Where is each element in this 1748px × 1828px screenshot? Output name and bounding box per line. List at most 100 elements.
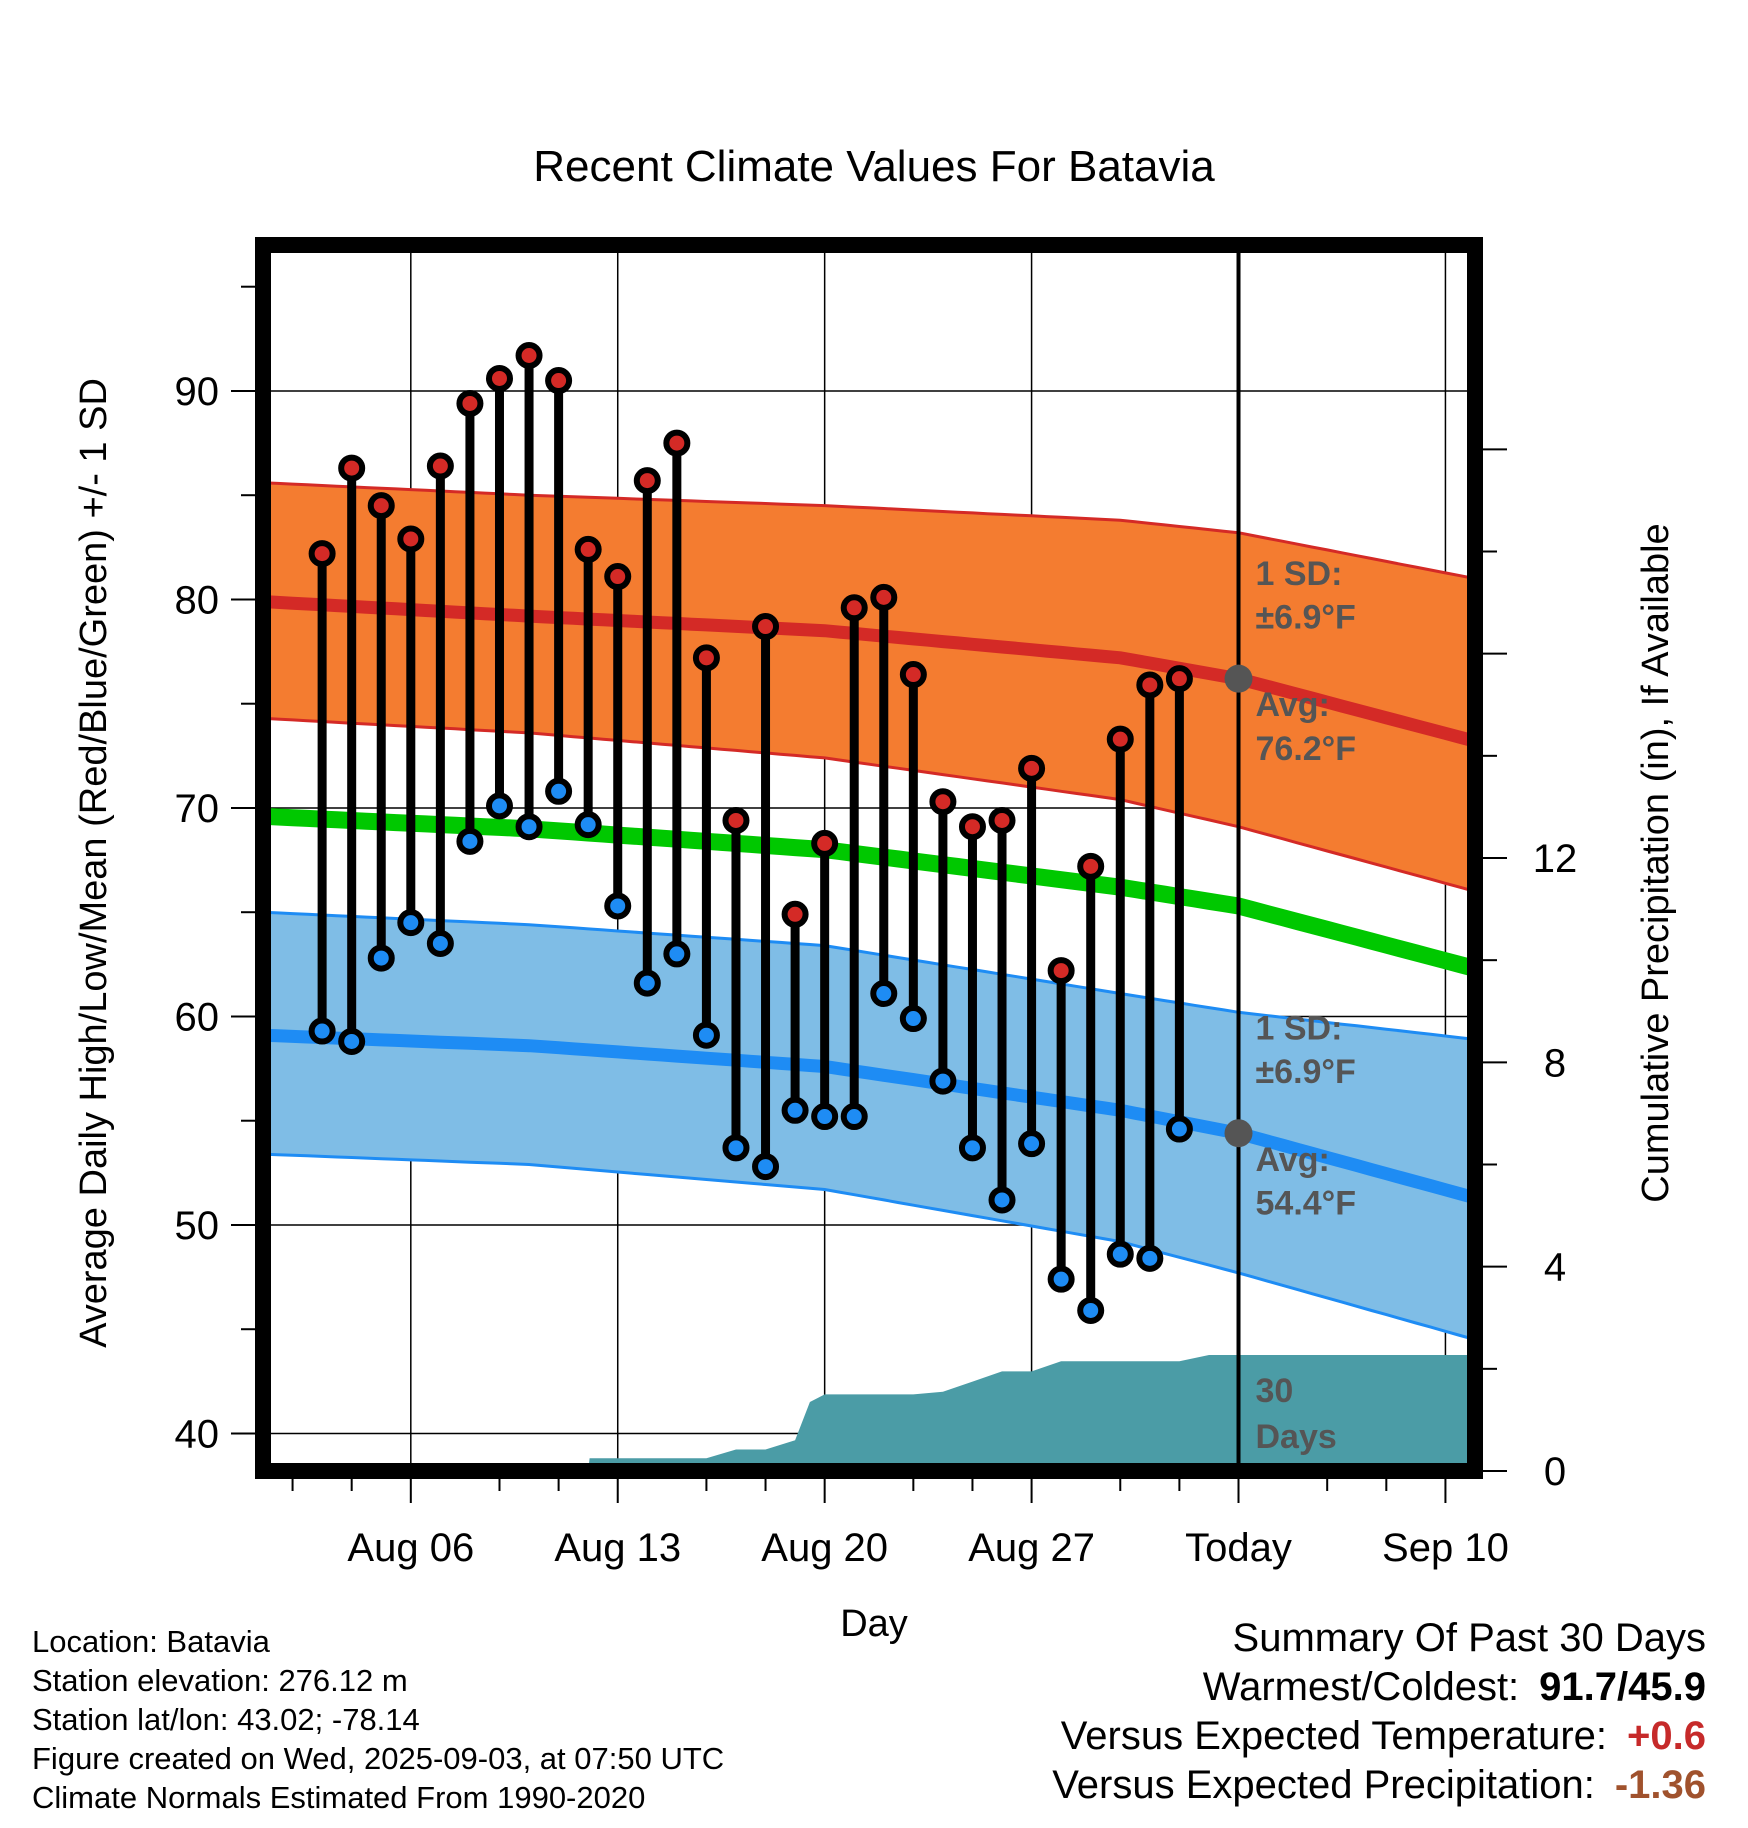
x-tick-label-aug-27: Aug 27 bbox=[968, 1526, 1095, 1570]
high-point-28 bbox=[1047, 957, 1075, 985]
high-avg-label: Avg: bbox=[1256, 686, 1330, 724]
low-avg-value: 54.4°F bbox=[1256, 1185, 1357, 1223]
low-sd-value: ±6.9°F bbox=[1256, 1053, 1356, 1091]
low-point-23 bbox=[899, 1005, 927, 1033]
annotations: 1 SD: ±6.9°F Avg: 76.2°F 1 SD: ±6.9°F Avg: 54.4… bbox=[1256, 555, 1357, 1456]
y-tick-label-60: 60 bbox=[175, 995, 220, 1039]
normal-high-band-lower-edge bbox=[262, 716, 1476, 893]
normal-low-line bbox=[262, 1028, 1477, 1205]
y2-tick-label-4: 4 bbox=[1544, 1246, 1566, 1290]
x-tick-label-aug-06: Aug 06 bbox=[347, 1526, 474, 1570]
warmest-label: Warmest/Coldest: bbox=[1202, 1665, 1520, 1709]
y-tick-label-80: 80 bbox=[175, 578, 220, 622]
high-point-13 bbox=[604, 563, 632, 591]
plot-frame bbox=[255, 237, 1483, 1479]
high-point-19 bbox=[781, 900, 809, 928]
high-sd-label: 1 SD: bbox=[1256, 555, 1343, 593]
low-point-15 bbox=[663, 940, 691, 968]
precip-value: -1.36 bbox=[1614, 1763, 1706, 1807]
elevation-text: Station elevation: 276.12 m bbox=[32, 1663, 408, 1698]
high-point-8 bbox=[456, 389, 484, 417]
high-point-17 bbox=[722, 806, 750, 834]
x-tick-label-aug-13: Aug 13 bbox=[554, 1526, 681, 1570]
low-point-28 bbox=[1047, 1265, 1075, 1293]
precip-days-label-2: Days bbox=[1256, 1418, 1337, 1456]
daily-range-stems bbox=[317, 355, 1184, 1311]
high-point-30 bbox=[1106, 725, 1134, 753]
temp-label: Versus Expected Temperature: bbox=[1060, 1714, 1608, 1758]
y-tick-label-90: 90 bbox=[175, 370, 220, 414]
low-point-3 bbox=[308, 1017, 336, 1045]
low-point-14 bbox=[633, 969, 661, 997]
high-point-4 bbox=[338, 454, 366, 482]
low-avg-label: Avg: bbox=[1256, 1141, 1330, 1179]
high-point-5 bbox=[367, 492, 395, 520]
high-point-24 bbox=[929, 788, 957, 816]
high-point-6 bbox=[397, 525, 425, 553]
low-point-9 bbox=[485, 792, 513, 820]
low-point-32 bbox=[1165, 1115, 1193, 1143]
low-point-19 bbox=[781, 1096, 809, 1124]
high-point-12 bbox=[574, 535, 602, 563]
normal-low-band-lower-edge bbox=[262, 1152, 1476, 1342]
high-point-26 bbox=[988, 806, 1016, 834]
precip-days-label-1: 30 bbox=[1256, 1372, 1294, 1410]
low-point-6 bbox=[397, 909, 425, 937]
low-point-30 bbox=[1106, 1240, 1134, 1268]
precip-label: Versus Expected Precipitation: bbox=[1052, 1763, 1595, 1807]
y-tick-label-70: 70 bbox=[175, 787, 220, 831]
high-point-31 bbox=[1136, 671, 1164, 699]
high-point-10 bbox=[515, 342, 543, 370]
normals-text: Climate Normals Estimated From 1990-2020 bbox=[32, 1780, 646, 1815]
location-text: Location: Batavia bbox=[32, 1624, 270, 1659]
normal-high-line bbox=[262, 595, 1477, 748]
normal-mean-line bbox=[262, 807, 1478, 977]
high-point-23 bbox=[899, 661, 927, 689]
high-point-29 bbox=[1077, 852, 1105, 880]
precip-layer bbox=[263, 245, 1475, 1471]
low-point-18 bbox=[752, 1153, 780, 1181]
daily-markers bbox=[308, 342, 1253, 1324]
high-point-21 bbox=[840, 594, 868, 622]
temp-value: +0.6 bbox=[1627, 1714, 1706, 1758]
axes: 40 50 60 70 80 90 0 4 8 12 Aug 06 Aug 13 Aug 20 Aug 2… bbox=[175, 237, 1577, 1570]
low-point-17 bbox=[722, 1134, 750, 1162]
precip-vs-expected-row: Versus Expected Precipitation: -1.36 bbox=[1052, 1761, 1706, 1810]
low-point-7 bbox=[426, 929, 454, 957]
high-point-20 bbox=[811, 829, 839, 857]
high-point-27 bbox=[1018, 754, 1046, 782]
station-info: Location: Batavia Station elevation: 276… bbox=[32, 1622, 724, 1817]
low-sd-label: 1 SD: bbox=[1256, 1009, 1343, 1047]
low-point-13 bbox=[604, 892, 632, 920]
temp-vs-expected-row: Versus Expected Temperature: +0.6 bbox=[1052, 1712, 1706, 1761]
latlon-text: Station lat/lon: 43.02; -78.14 bbox=[32, 1702, 420, 1737]
low-point-29 bbox=[1077, 1296, 1105, 1324]
y-axis-label: Average Daily High/Low/Mean (Red/Blue/Gr… bbox=[73, 378, 115, 1348]
low-point-10 bbox=[515, 813, 543, 841]
today-high-avg-marker bbox=[1224, 664, 1253, 693]
chart-title: Recent Climate Values For Batavia bbox=[533, 142, 1215, 191]
high-point-32 bbox=[1165, 665, 1193, 693]
cumulative-precip-area bbox=[263, 1355, 1475, 1471]
low-point-25 bbox=[958, 1134, 986, 1162]
high-point-22 bbox=[870, 583, 898, 611]
high-point-14 bbox=[633, 467, 661, 495]
high-point-9 bbox=[485, 364, 513, 392]
y2-tick-label-0: 0 bbox=[1544, 1450, 1566, 1494]
high-point-3 bbox=[308, 540, 336, 568]
high-sd-value: ±6.9°F bbox=[1256, 599, 1356, 637]
y2-axis-label: Cumulative Precipitation (in), If Availa… bbox=[1635, 523, 1677, 1202]
normal-high-band-upper-edge bbox=[262, 481, 1476, 581]
low-point-12 bbox=[574, 811, 602, 839]
low-point-4 bbox=[338, 1027, 366, 1055]
summary-title: Summary Of Past 30 Days bbox=[1232, 1616, 1706, 1660]
x-axis-label: Day bbox=[840, 1603, 908, 1645]
x-tick-label-today: Today bbox=[1185, 1526, 1292, 1570]
normal-high-band bbox=[263, 482, 1475, 892]
high-point-15 bbox=[663, 429, 691, 457]
x-tick-label-sep-10: Sep 10 bbox=[1382, 1526, 1509, 1570]
warmest-value: 91.7/45.9 bbox=[1539, 1665, 1706, 1709]
high-avg-value: 76.2°F bbox=[1256, 730, 1357, 768]
low-point-16 bbox=[692, 1021, 720, 1049]
